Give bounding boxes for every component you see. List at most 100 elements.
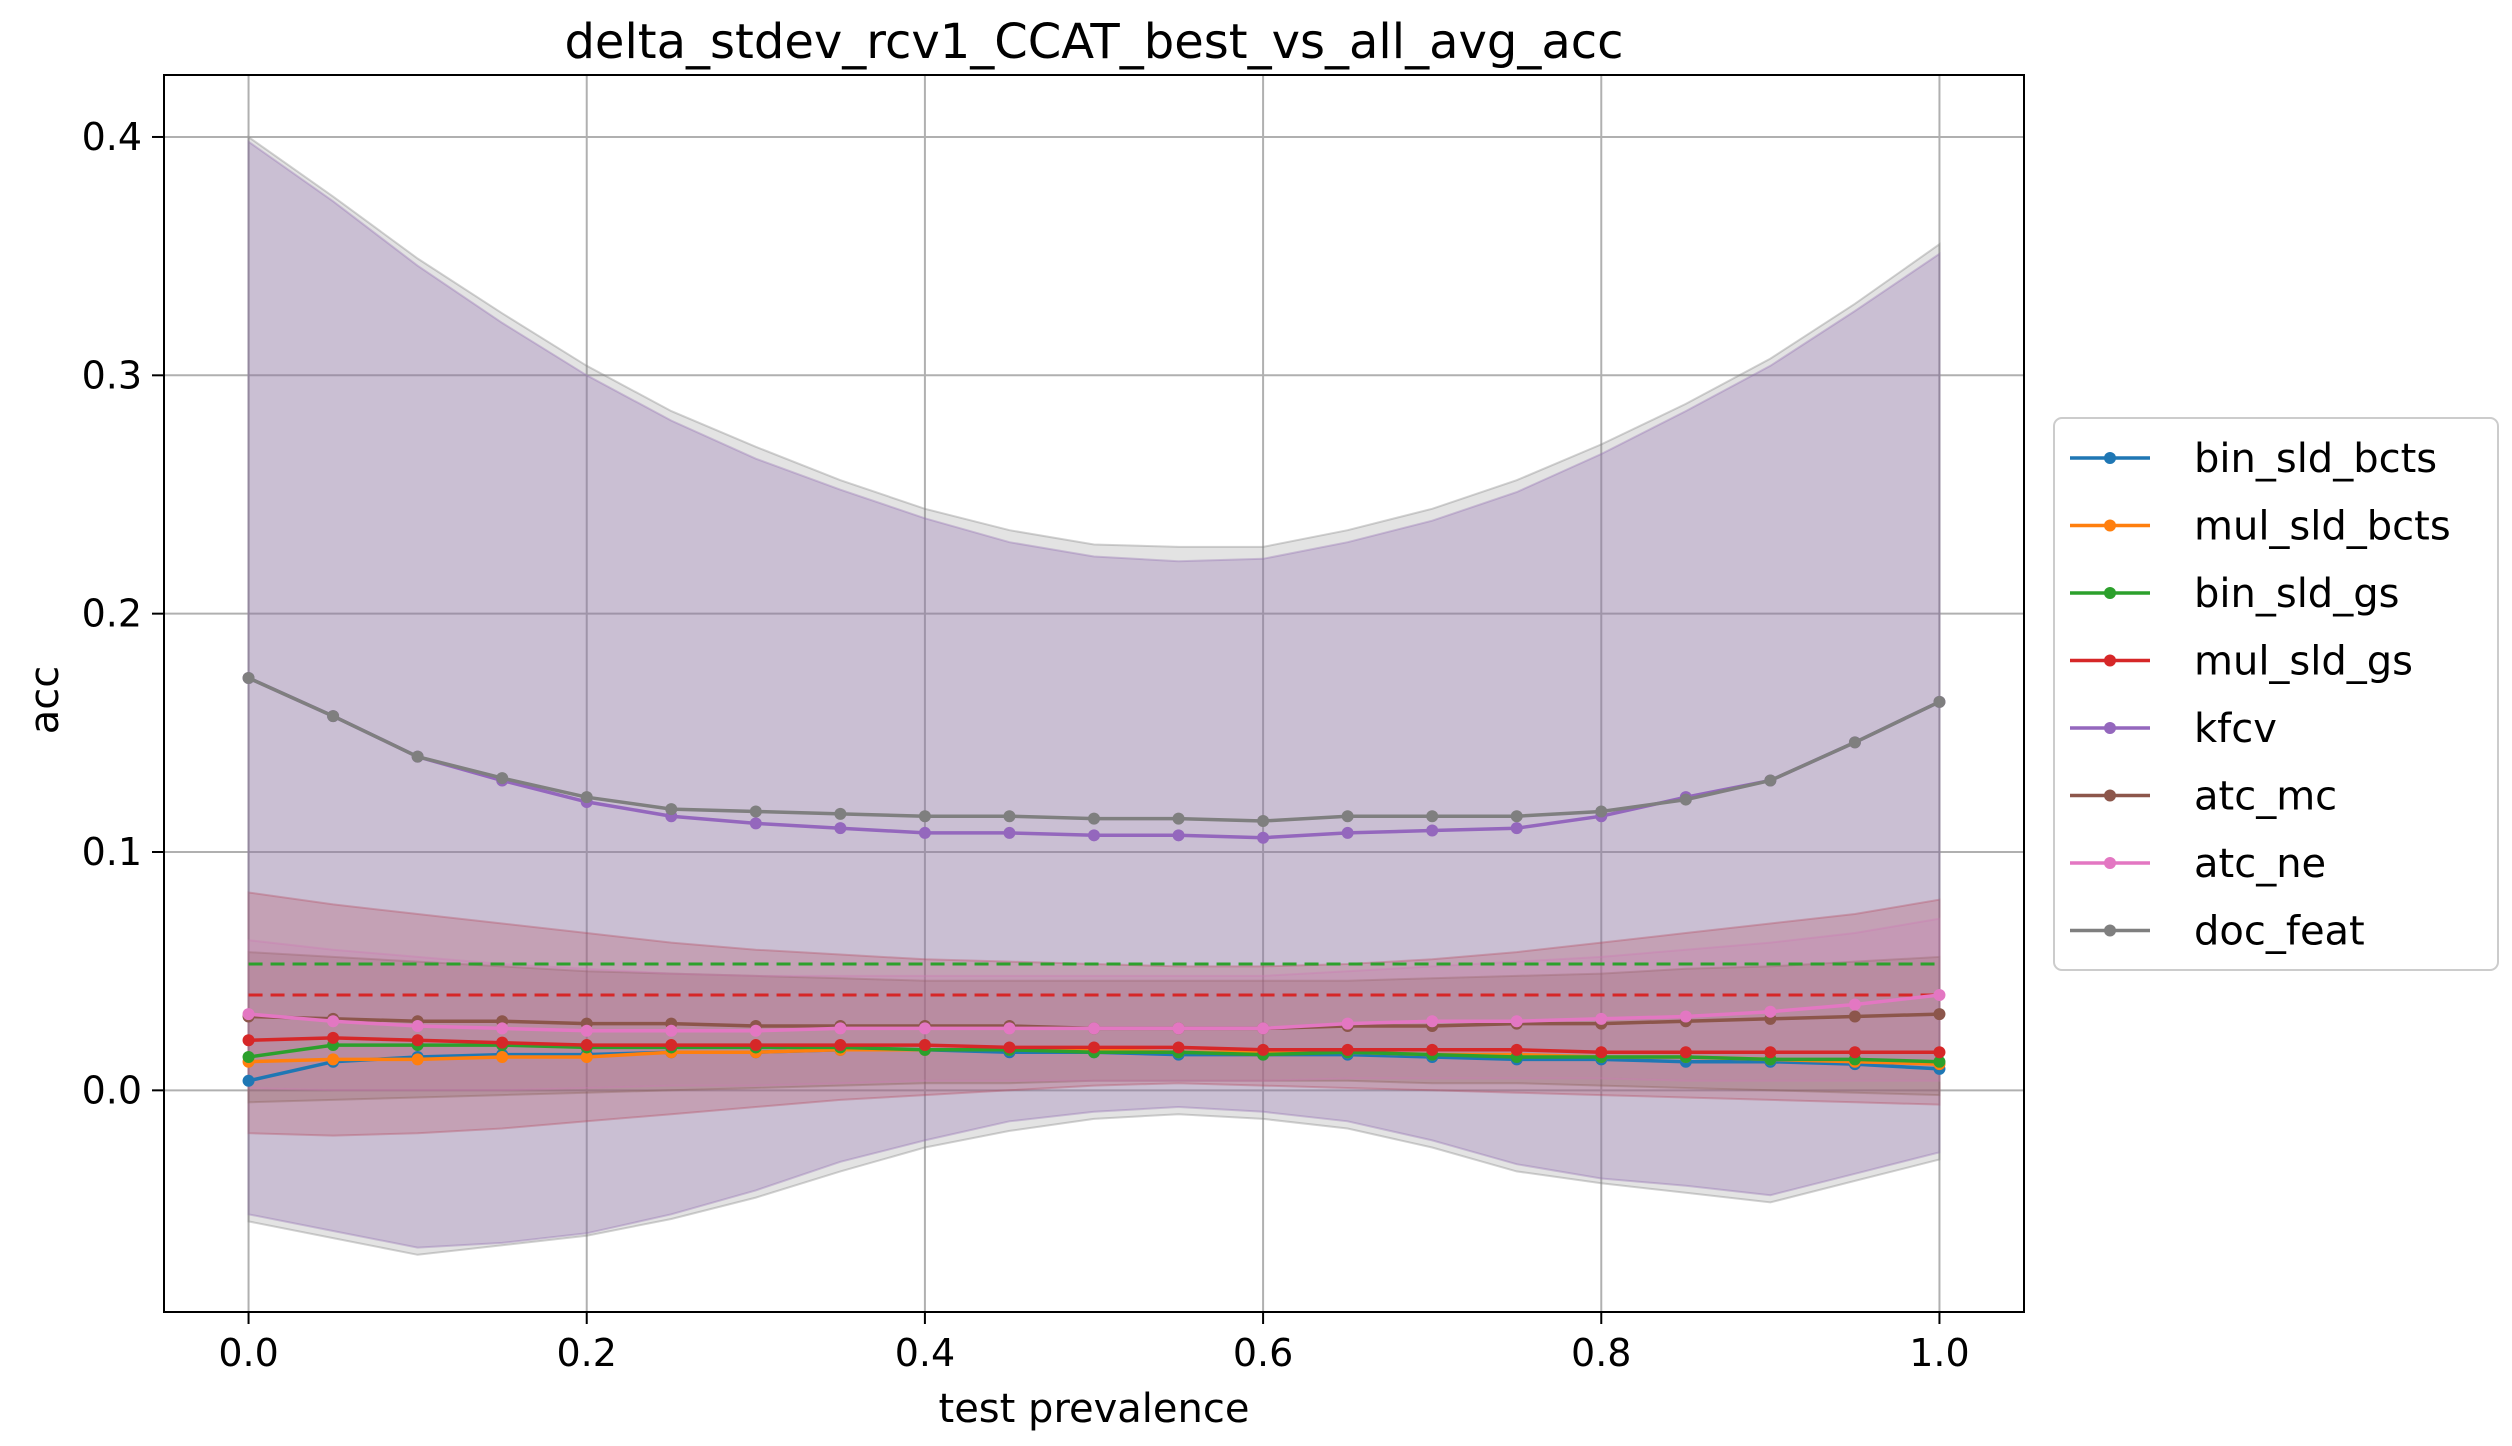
- point-mul_sld_bcts: [580, 1050, 593, 1063]
- point-doc_feat: [496, 772, 509, 785]
- legend-marker-atc_mc: [2104, 789, 2116, 802]
- legend-label-bin_sld_bcts: bin_sld_bcts: [2194, 436, 2437, 482]
- x-tick-label: 0.8: [1571, 1331, 1631, 1375]
- point-mul_sld_gs: [1510, 1043, 1523, 1056]
- point-mul_sld_gs: [1679, 1046, 1692, 1059]
- point-doc_feat: [749, 805, 762, 818]
- legend-marker-doc_feat: [2104, 924, 2116, 937]
- legend-marker-kfcv: [2104, 722, 2116, 734]
- point-doc_feat: [665, 803, 678, 816]
- point-atc_ne: [327, 1015, 340, 1028]
- point-kfcv: [1172, 829, 1185, 842]
- point-atc_ne: [242, 1008, 255, 1021]
- point-mul_sld_gs: [1764, 1046, 1777, 1059]
- legend-box: [2053, 417, 2499, 971]
- legend-label-bin_sld_gs: bin_sld_gs: [2194, 571, 2399, 617]
- point-mul_sld_gs: [1933, 1046, 1946, 1059]
- point-kfcv: [1003, 826, 1016, 839]
- point-kfcv: [1341, 826, 1354, 839]
- point-doc_feat: [1933, 695, 1946, 708]
- point-doc_feat: [1172, 812, 1185, 825]
- point-doc_feat: [411, 750, 424, 763]
- point-mul_sld_gs: [1595, 1046, 1608, 1059]
- y-tick-label: 0.1: [82, 830, 142, 874]
- point-atc_ne: [749, 1024, 762, 1037]
- x-axis-label: test prevalence: [939, 1386, 1250, 1432]
- y-tick-label: 0.4: [82, 115, 142, 159]
- grid: [164, 75, 2024, 1312]
- point-atc_ne: [411, 1019, 424, 1032]
- legend: bin_sld_bcts mul_sld_bcts bin_sld_gs mul_sl…: [2053, 417, 2499, 971]
- legend-marker-mul_sld_gs: [2104, 654, 2116, 667]
- point-atc_mc: [1933, 1008, 1946, 1021]
- point-doc_feat: [918, 810, 931, 823]
- point-doc_feat: [1595, 805, 1608, 818]
- point-doc_feat: [327, 710, 340, 723]
- point-mul_sld_gs: [1848, 1046, 1861, 1059]
- point-atc_mc: [1848, 1010, 1861, 1023]
- plot-frame: [163, 74, 2025, 1313]
- point-bin_sld_gs: [1933, 1055, 1946, 1068]
- point-kfcv: [834, 822, 847, 835]
- band-mul_sld_gs: [247, 891, 1941, 1137]
- legend-item: atc_ne: [2070, 841, 2326, 887]
- x-tick-label: 0.2: [557, 1331, 617, 1375]
- point-mul_sld_gs: [918, 1039, 931, 1052]
- point-atc_ne: [1933, 989, 1946, 1002]
- legend-marker-mul_sld_bcts: [2104, 519, 2116, 532]
- point-atc_ne: [1679, 1010, 1692, 1023]
- x-tick-label: 0.6: [1233, 1331, 1293, 1375]
- point-atc_ne: [1426, 1015, 1439, 1028]
- legend-item: mul_sld_bcts: [2070, 504, 2451, 550]
- point-doc_feat: [580, 791, 593, 804]
- legend-marker-bin_sld_gs: [2104, 587, 2116, 599]
- point-mul_sld_gs: [411, 1034, 424, 1047]
- legend-item: doc_feat: [2070, 909, 2365, 955]
- point-mul_sld_gs: [1172, 1041, 1185, 1054]
- legend-label-mul_sld_gs: mul_sld_gs: [2194, 639, 2413, 685]
- axis-ticks: 0.0 0.2 0.4 0.6 0.8 1.0 0.0 0.1 0.2 0.3 0.4: [82, 115, 1970, 1375]
- point-kfcv: [1257, 831, 1270, 844]
- point-mul_sld_bcts: [411, 1053, 424, 1066]
- series-atc_ne: [242, 989, 1946, 1037]
- point-doc_feat: [1510, 810, 1523, 823]
- point-atc_ne: [1172, 1022, 1185, 1035]
- point-mul_sld_gs: [327, 1031, 340, 1044]
- legend-label-atc_mc: atc_mc: [2194, 774, 2337, 820]
- point-atc_ne: [1257, 1022, 1270, 1035]
- series-mul_sld_gs: [242, 1031, 1946, 1059]
- point-mul_sld_gs: [1341, 1043, 1354, 1056]
- legend-item: bin_sld_gs: [2070, 571, 2399, 617]
- point-atc_ne: [665, 1024, 678, 1037]
- point-kfcv: [749, 817, 762, 830]
- series-doc_feat: [242, 672, 1946, 828]
- x-tick-label: 1.0: [1909, 1331, 1969, 1375]
- point-doc_feat: [1003, 810, 1016, 823]
- point-bin_sld_bcts: [242, 1074, 255, 1087]
- legend-item: atc_mc: [2070, 774, 2337, 820]
- point-mul_sld_gs: [1257, 1043, 1270, 1056]
- point-kfcv: [1088, 829, 1100, 842]
- legend-label-atc_ne: atc_ne: [2194, 841, 2326, 887]
- point-doc_feat: [1764, 774, 1777, 787]
- point-atc_ne: [1510, 1015, 1523, 1028]
- point-kfcv: [1426, 824, 1439, 837]
- series-lines: [242, 672, 1946, 1087]
- point-mul_sld_gs: [1003, 1041, 1016, 1054]
- legend-marker-bin_sld_bcts: [2104, 452, 2116, 464]
- point-mul_sld_gs: [1088, 1041, 1100, 1054]
- point-atc_ne: [1595, 1012, 1608, 1025]
- legend-item: mul_sld_gs: [2070, 639, 2413, 685]
- band-doc_feat: [247, 135, 1941, 1256]
- point-bin_sld_gs: [242, 1050, 255, 1063]
- y-axis-label: acc: [22, 666, 68, 735]
- point-doc_feat: [834, 807, 847, 820]
- point-doc_feat: [1088, 812, 1100, 825]
- point-atc_ne: [1848, 998, 1861, 1011]
- chart-title: delta_stdev_rcv1_CCAT_best_vs_all_avg_ac…: [564, 14, 1623, 70]
- legend-label-mul_sld_bcts: mul_sld_bcts: [2194, 504, 2451, 550]
- point-doc_feat: [242, 672, 255, 685]
- point-kfcv: [918, 826, 931, 839]
